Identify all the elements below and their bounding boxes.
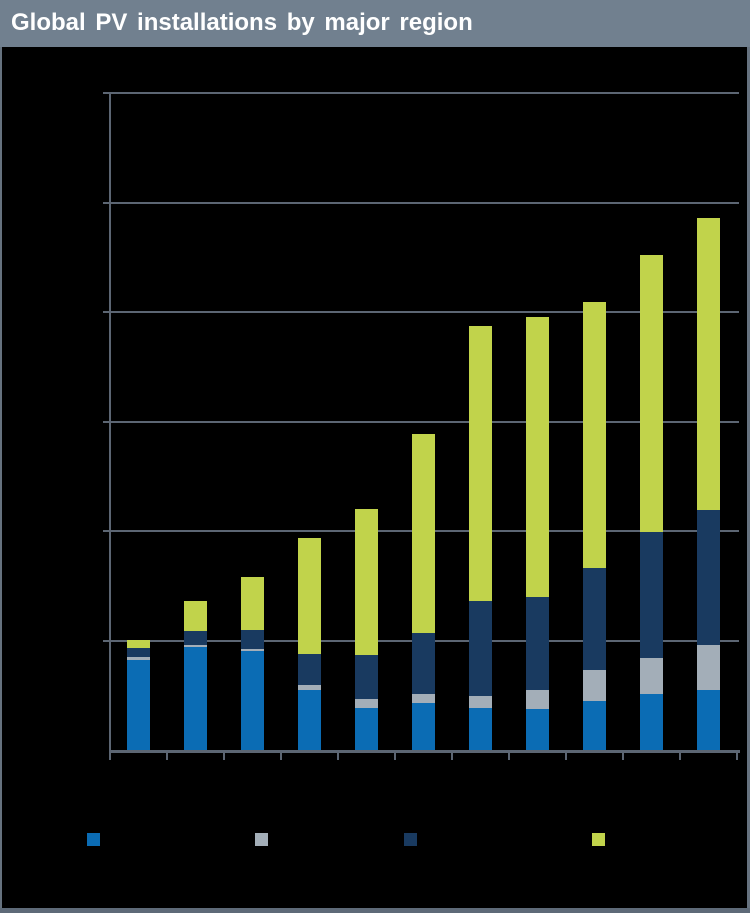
gridline (103, 420, 739, 423)
bar-segment-series-4-green (583, 302, 606, 568)
bar-segment-series-2-silver (298, 685, 321, 690)
bar-segment-series-4-green (469, 326, 492, 601)
legend-swatch-1 (87, 833, 100, 846)
bar-segment-series-1-blue (355, 708, 378, 750)
bar-segment-series-4-green (412, 434, 435, 633)
bar-segment-series-2-silver (583, 670, 606, 701)
bar-segment-series-3-navy (412, 633, 435, 694)
bar-segment-series-3-navy (526, 597, 549, 690)
x-axis-tick (565, 753, 567, 760)
bar-segment-series-1-blue (298, 690, 321, 750)
bar-segment-series-1-blue (241, 651, 264, 750)
bar-segment-series-4-green (697, 218, 720, 510)
gridline (103, 92, 739, 94)
bar-segment-series-1-blue (127, 660, 150, 750)
bar-segment-series-3-navy (127, 648, 150, 657)
bar-segment-series-1-blue (184, 647, 207, 750)
bar-segment-series-2-silver (640, 658, 663, 694)
title-bar: Global PV installations by major region (0, 0, 750, 47)
legend-swatch-4 (592, 833, 605, 846)
bar-segment-series-1-blue (412, 703, 435, 750)
bar-segment-series-4-green (184, 601, 207, 631)
bar-segment-series-1-blue (640, 694, 663, 750)
x-axis-tick (166, 753, 168, 760)
bar-segment-series-4-green (127, 640, 150, 648)
bar-segment-series-1-blue (583, 701, 606, 750)
bar-segment-series-3-navy (583, 568, 606, 670)
bar-segment-series-3-navy (241, 630, 264, 649)
x-axis-tick (622, 753, 624, 760)
gridline (103, 311, 739, 313)
x-axis-tick (736, 753, 738, 760)
bar-segment-series-2-silver (469, 696, 492, 708)
x-axis-tick (508, 753, 510, 760)
y-axis-line (109, 93, 111, 760)
bar-segment-series-3-navy (298, 654, 321, 685)
chart-title: Global PV installations by major region (11, 9, 473, 36)
bar-segment-series-2-silver (127, 657, 150, 660)
footer-bar (0, 908, 750, 913)
x-axis-tick (451, 753, 453, 760)
bar-segment-series-3-navy (355, 655, 378, 699)
x-axis-tick (394, 753, 396, 760)
x-axis-tick (223, 753, 225, 760)
bar-segment-series-4-green (526, 317, 549, 597)
bar-segment-series-4-green (241, 577, 264, 630)
bar-segment-series-3-navy (469, 601, 492, 696)
x-axis-line (110, 750, 740, 753)
bar-segment-series-3-navy (640, 532, 663, 658)
bar-segment-series-2-silver (184, 645, 207, 647)
bar-segment-series-2-silver (241, 649, 264, 651)
bar-segment-series-3-navy (697, 510, 720, 645)
x-axis-tick (337, 753, 339, 760)
bar-segment-series-2-silver (412, 694, 435, 703)
x-axis-tick (280, 753, 282, 760)
bar-segment-series-2-silver (526, 690, 549, 709)
bar-segment-series-1-blue (697, 690, 720, 750)
legend-swatch-2 (255, 833, 268, 846)
bar-segment-series-2-silver (697, 645, 720, 690)
bar-segment-series-3-navy (184, 631, 207, 645)
gridline (103, 201, 739, 204)
legend-swatch-3 (404, 833, 417, 846)
frame-border-left (0, 47, 2, 913)
bar-segment-series-4-green (298, 538, 321, 654)
bar-segment-series-4-green (355, 509, 378, 655)
bar-segment-series-1-blue (526, 709, 549, 750)
frame-border-right (747, 47, 750, 913)
bar-segment-series-1-blue (469, 708, 492, 750)
x-axis-tick (679, 753, 681, 760)
bar-segment-series-2-silver (355, 699, 378, 708)
bar-segment-series-4-green (640, 255, 663, 532)
